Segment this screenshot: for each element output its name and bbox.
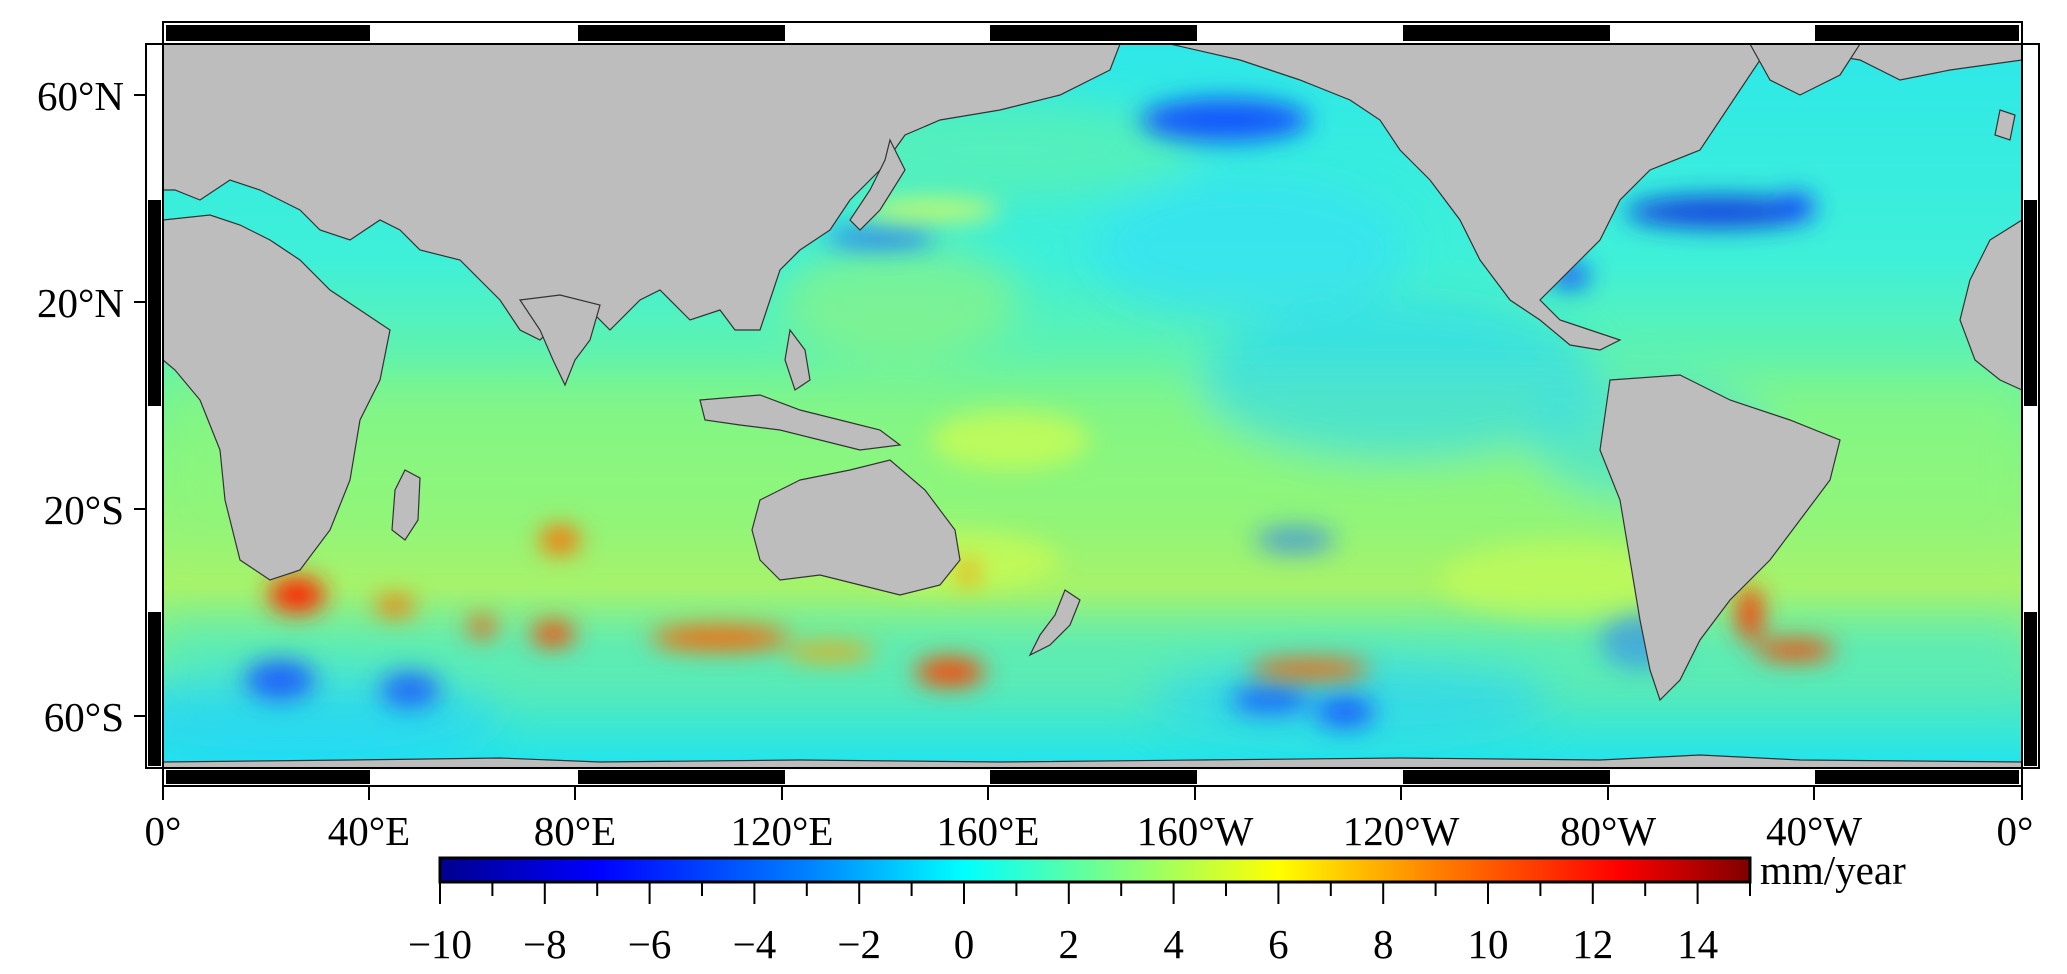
philippines-landmass — [784, 328, 811, 391]
lon-label: 0° — [145, 808, 182, 854]
map-ticks — [134, 94, 2023, 800]
africa-landmass — [163, 214, 391, 581]
colorbar-tick-label: 12 — [1572, 921, 1613, 967]
lon-label: 120°W — [1343, 808, 1460, 854]
colorbar-unit: mm/year — [1760, 847, 1906, 893]
lat-label: 20°S — [44, 487, 124, 533]
colorbar-tick-label: 8 — [1373, 921, 1394, 967]
new-zealand-landmass — [1028, 589, 1081, 657]
lon-label: 160°W — [1137, 808, 1254, 854]
antarctica-landmass — [163, 754, 2022, 768]
colorbar-tick-label: −8 — [523, 921, 567, 967]
colorbar-gradient — [438, 856, 1752, 884]
colorbar-labels: −10 −8 −6 −4 −2 0 2 4 6 8 10 12 14 — [408, 921, 1718, 967]
colorbar-tick-label: −6 — [628, 921, 672, 967]
colorbar-ticks — [439, 882, 1751, 904]
land-masses — [163, 44, 2022, 768]
indonesia-landmass — [699, 394, 902, 451]
colorbar: −10 −8 −6 −4 −2 0 2 4 6 8 10 12 14 mm/year — [408, 847, 1906, 967]
west-africa-right-edge — [1959, 219, 2022, 391]
india-landmass — [518, 294, 601, 387]
colorbar-tick-label: 0 — [954, 921, 975, 967]
lon-label: 80°E — [534, 808, 616, 854]
colorbar-tick-label: 4 — [1163, 921, 1184, 967]
colorbar-tick-label: 10 — [1468, 921, 1509, 967]
south-america-landmass — [1599, 374, 1841, 702]
british-isles-landmass — [1994, 109, 2016, 141]
japan-landmass — [849, 138, 906, 231]
lon-label: 40°W — [1766, 808, 1862, 854]
longitude-labels: 0° 40°E 80°E 120°E 160°E 160°W 120°W 80°… — [145, 808, 2034, 854]
lon-label: 120°E — [731, 808, 834, 854]
latitude-labels: 60°N 20°N 20°S 60°S — [37, 73, 124, 740]
colorbar-tick-label: −4 — [733, 921, 777, 967]
lat-label: 60°N — [37, 73, 124, 119]
colorbar-tick-label: −10 — [408, 921, 472, 967]
lon-label: 40°E — [328, 808, 410, 854]
colorbar-tick-label: 6 — [1268, 921, 1289, 967]
australia-landmass — [751, 459, 961, 596]
colorbar-tick-label: 14 — [1677, 921, 1718, 967]
lat-label: 20°N — [37, 280, 124, 326]
lat-label: 60°S — [44, 694, 124, 740]
lon-label: 80°W — [1560, 808, 1656, 854]
colorbar-tick-label: −2 — [837, 921, 881, 967]
colorbar-tick-label: 2 — [1059, 921, 1080, 967]
lon-label: 160°E — [937, 808, 1040, 854]
lon-label: 0° — [1997, 808, 2034, 854]
map-frame — [145, 21, 2040, 787]
greenland-landmass — [1749, 44, 1861, 96]
madagascar-landmass — [391, 469, 421, 541]
